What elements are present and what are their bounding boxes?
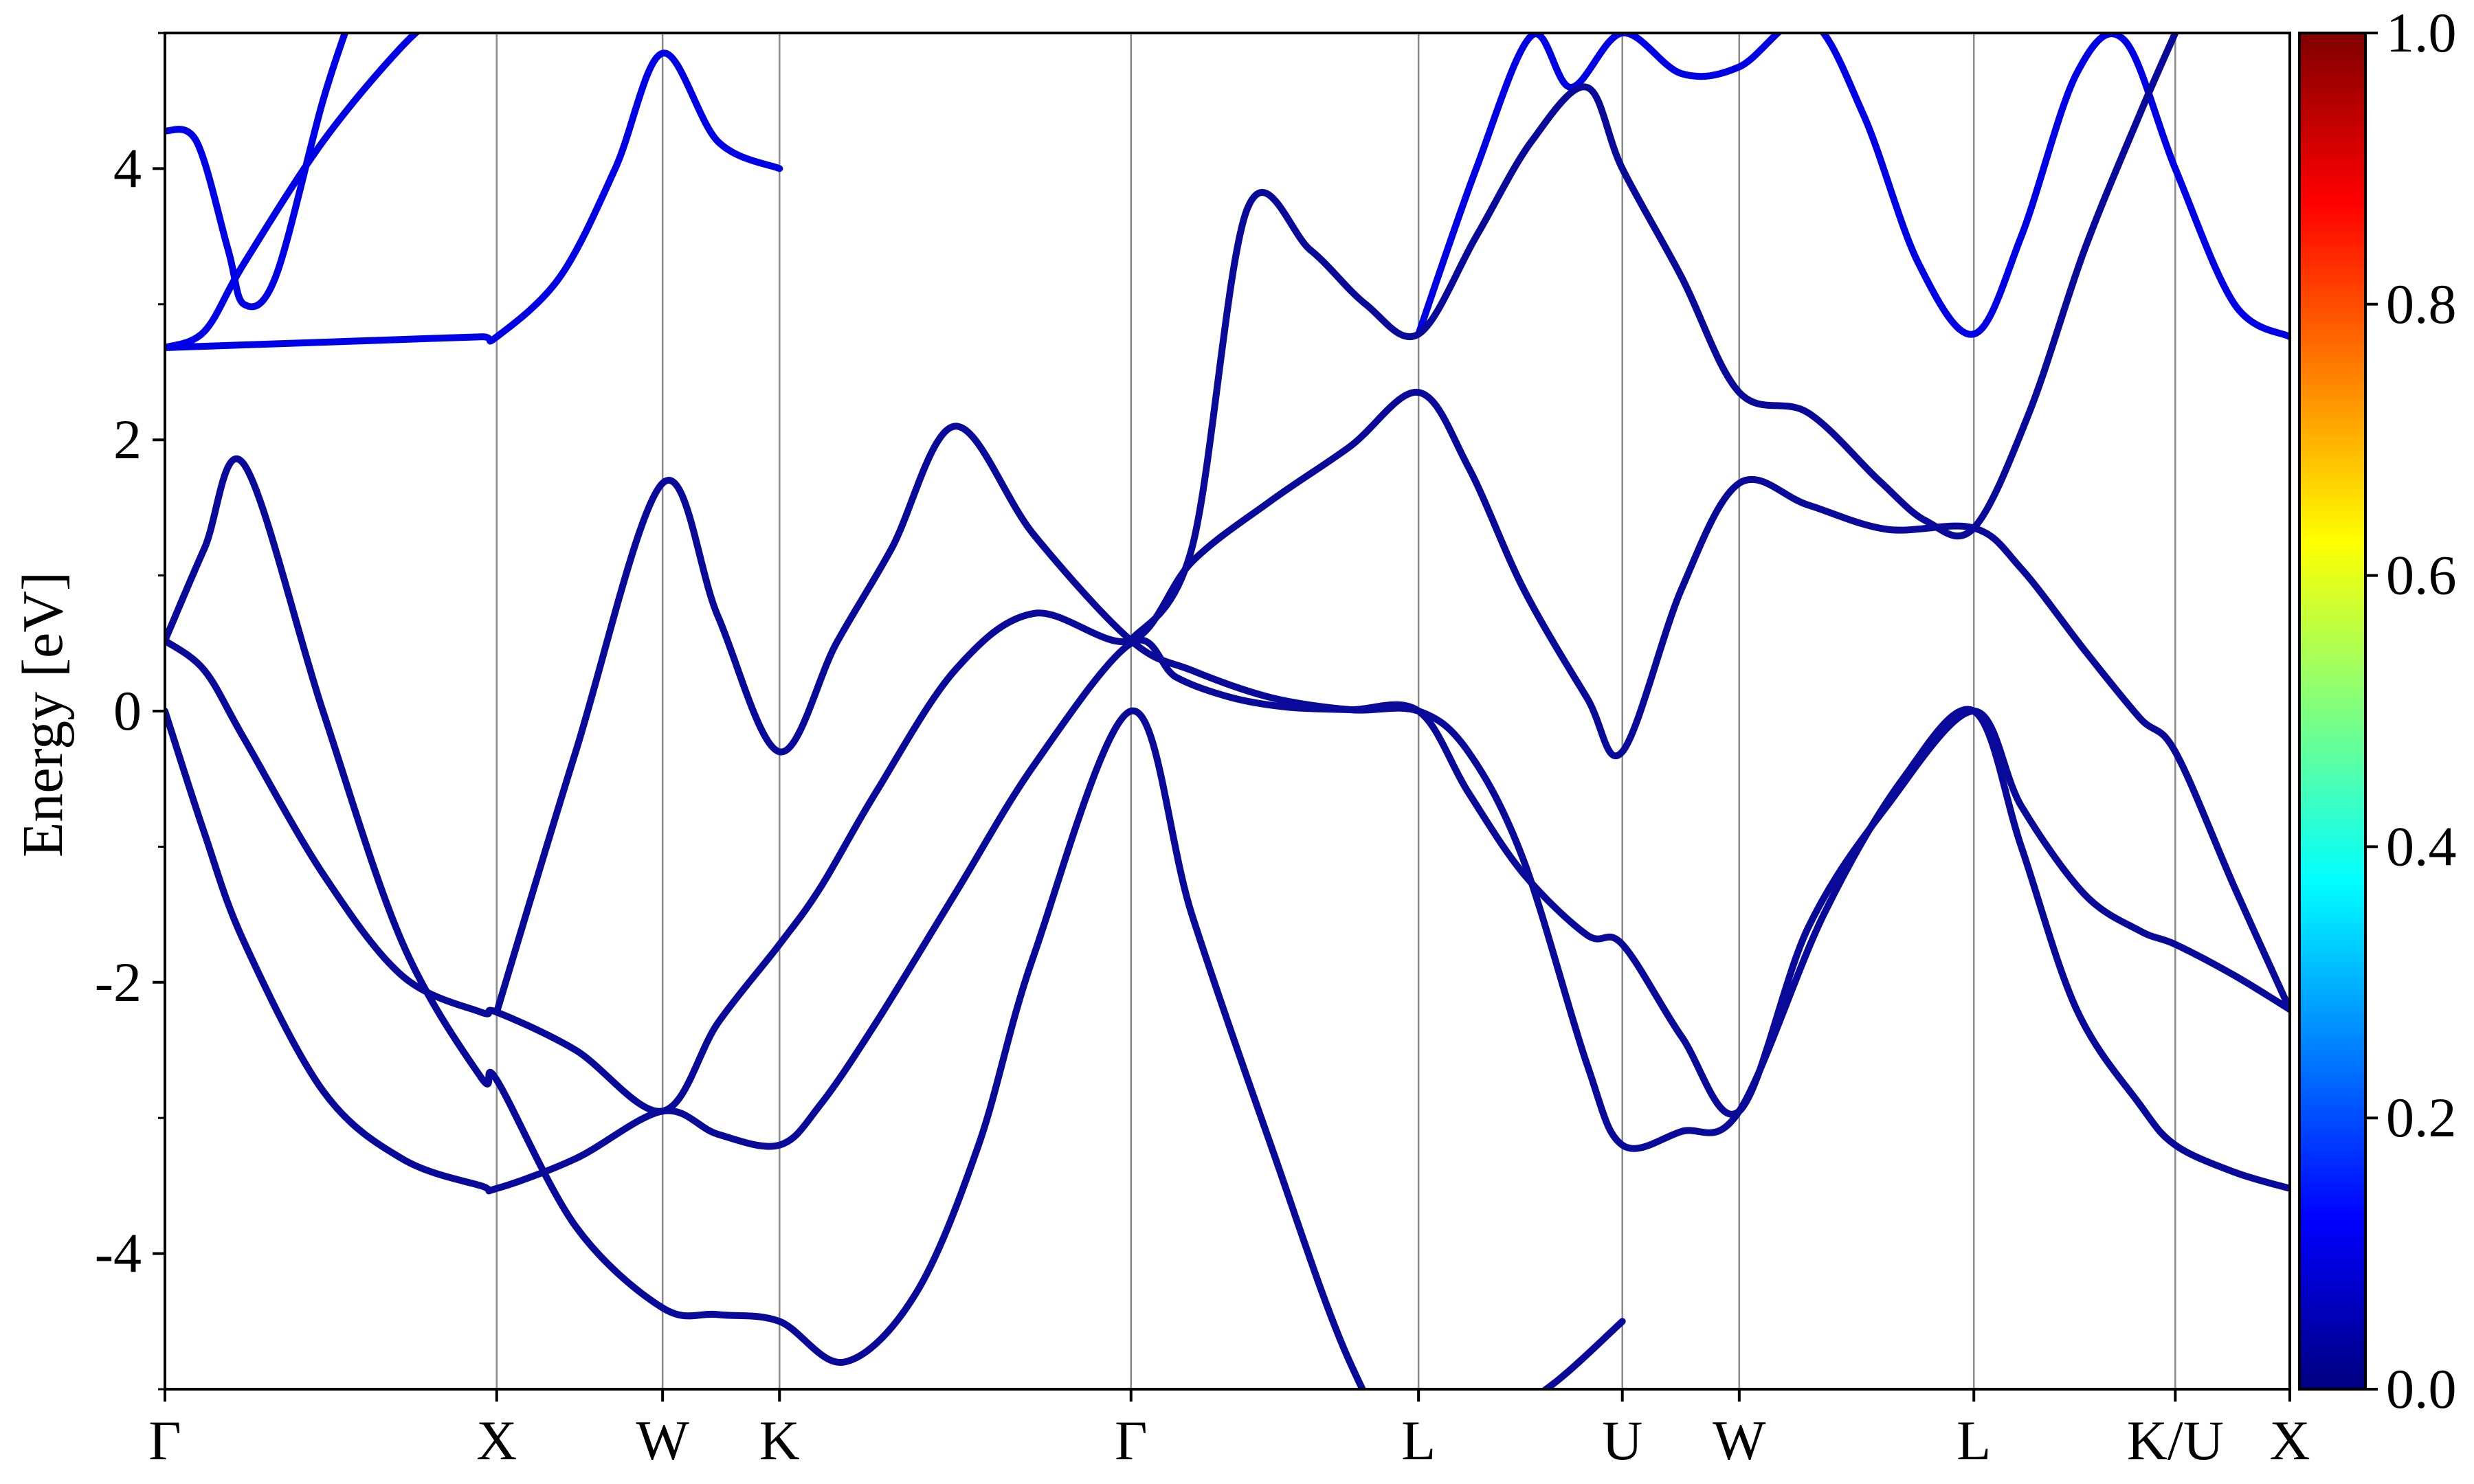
x-tick-label-1: X bbox=[476, 1409, 517, 1472]
x-tick-label-3: K bbox=[759, 1409, 800, 1472]
band-line-2 bbox=[165, 455, 1626, 1389]
y-tick-label-0: -4 bbox=[95, 1222, 142, 1285]
colorbar: 0.0 0.2 0.4 0.6 0.8 1.0 bbox=[2298, 1, 2457, 1420]
band-lines bbox=[165, 33, 2290, 1389]
x-axis-ticks: Γ X W K Γ L U W L K/U X bbox=[148, 1389, 2310, 1472]
band-line-0 bbox=[165, 636, 2290, 1195]
colorbar-tick-label-1: 0.2 bbox=[2386, 1086, 2457, 1149]
colorbar-gradient bbox=[2298, 32, 2367, 1391]
y-tick-label-1: -2 bbox=[95, 951, 142, 1013]
colorbar-tick-label-4: 0.8 bbox=[2386, 273, 2457, 335]
y-axis-ticks: -4 -2 0 2 4 bbox=[95, 32, 165, 1391]
colorbar-tick-label-0: 0.0 bbox=[2386, 1358, 2457, 1420]
colorbar-tick-label-5: 1.0 bbox=[2386, 1, 2457, 64]
x-tick-label-6: U bbox=[1602, 1409, 1642, 1472]
x-tick-label-5: L bbox=[1401, 1409, 1436, 1472]
x-tick-label-8: L bbox=[1957, 1409, 1991, 1472]
y-tick-label-4: 4 bbox=[113, 137, 142, 199]
colorbar-tick-label-2: 0.4 bbox=[2386, 815, 2457, 877]
x-tick-label-9: K/U bbox=[2127, 1409, 2224, 1472]
x-tick-label-4: Γ bbox=[1115, 1409, 1147, 1472]
x-tick-label-10: X bbox=[2269, 1409, 2310, 1472]
x-tick-label-7: W bbox=[1713, 1409, 1766, 1472]
band-line-4 bbox=[165, 49, 783, 351]
band-line-1 bbox=[165, 389, 2290, 1115]
colorbar-tick-label-3: 0.6 bbox=[2386, 544, 2457, 607]
y-tick-label-3: 2 bbox=[113, 408, 142, 471]
x-tick-label-2: W bbox=[636, 1409, 689, 1472]
band-line-3 bbox=[493, 423, 2290, 1192]
band-line-7 bbox=[1415, 33, 2290, 341]
band-line-8 bbox=[1127, 33, 2179, 644]
x-tick-label-0: Γ bbox=[148, 1409, 181, 1472]
band-line-6 bbox=[165, 33, 421, 351]
y-tick-label-2: 0 bbox=[113, 679, 142, 742]
band-line-5 bbox=[165, 33, 349, 311]
y-axis-title: Energy [eV] bbox=[11, 572, 75, 857]
